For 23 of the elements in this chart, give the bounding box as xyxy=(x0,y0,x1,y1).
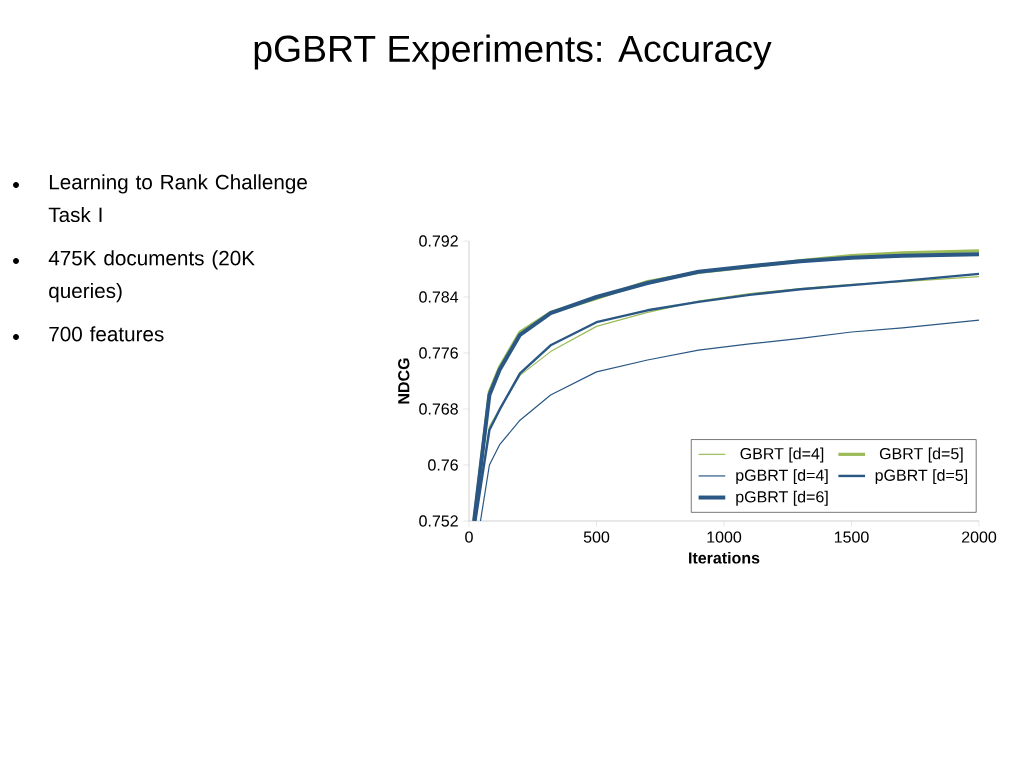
x-tick-label: 1500 xyxy=(834,531,869,543)
y-tick-label: 0.792 xyxy=(419,235,458,247)
line-series xyxy=(479,319,980,521)
x-axis-title: Iterations xyxy=(689,551,760,564)
y-tick-label: 0.784 xyxy=(419,291,459,303)
legend-label: pGBRT [d=4] xyxy=(736,469,828,485)
x-tick-label: 500 xyxy=(583,531,610,543)
y-tick-label: 0.76 xyxy=(428,459,458,471)
text: 475K documents (20K queries) xyxy=(48,250,255,303)
y-tick-label: 0.768 xyxy=(419,403,458,415)
y-tick-label: 0.752 xyxy=(419,515,458,527)
x-tick-label: 0 xyxy=(465,531,473,543)
text: Learning to Rank Challenge Task I xyxy=(48,174,307,223)
chart-title: pGBRT Experiments: Accuracy xyxy=(254,34,772,70)
x-tick-label: 1000 xyxy=(707,531,742,543)
legend-label: pGBRT [d=6] xyxy=(736,490,828,506)
legend-label: pGBRT [d=5] xyxy=(875,469,968,485)
x-tick-label: 2000 xyxy=(962,531,997,543)
legend-label: GBRT [d=5] xyxy=(879,447,963,463)
text: 700 features xyxy=(49,326,164,342)
legend-label: GBRT [d=4] xyxy=(740,447,824,463)
y-tick-label: 0.776 xyxy=(419,347,458,359)
y-axis-title: NDCG xyxy=(398,358,410,404)
